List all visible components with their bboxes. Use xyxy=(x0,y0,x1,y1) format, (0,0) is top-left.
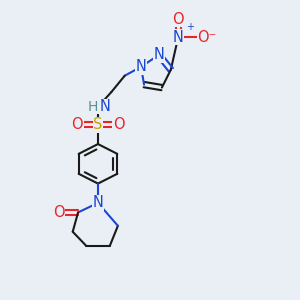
Text: O: O xyxy=(172,12,184,27)
Text: N: N xyxy=(154,47,164,62)
Text: O: O xyxy=(113,117,124,132)
Text: O⁻: O⁻ xyxy=(198,30,217,45)
Text: N: N xyxy=(100,99,111,114)
Text: +: + xyxy=(186,22,194,32)
Text: N: N xyxy=(136,59,146,74)
Text: O: O xyxy=(71,117,83,132)
Text: N: N xyxy=(173,30,184,45)
Text: N: N xyxy=(92,195,104,210)
Text: O: O xyxy=(52,205,64,220)
Text: H: H xyxy=(88,100,98,114)
Text: S: S xyxy=(93,117,103,132)
